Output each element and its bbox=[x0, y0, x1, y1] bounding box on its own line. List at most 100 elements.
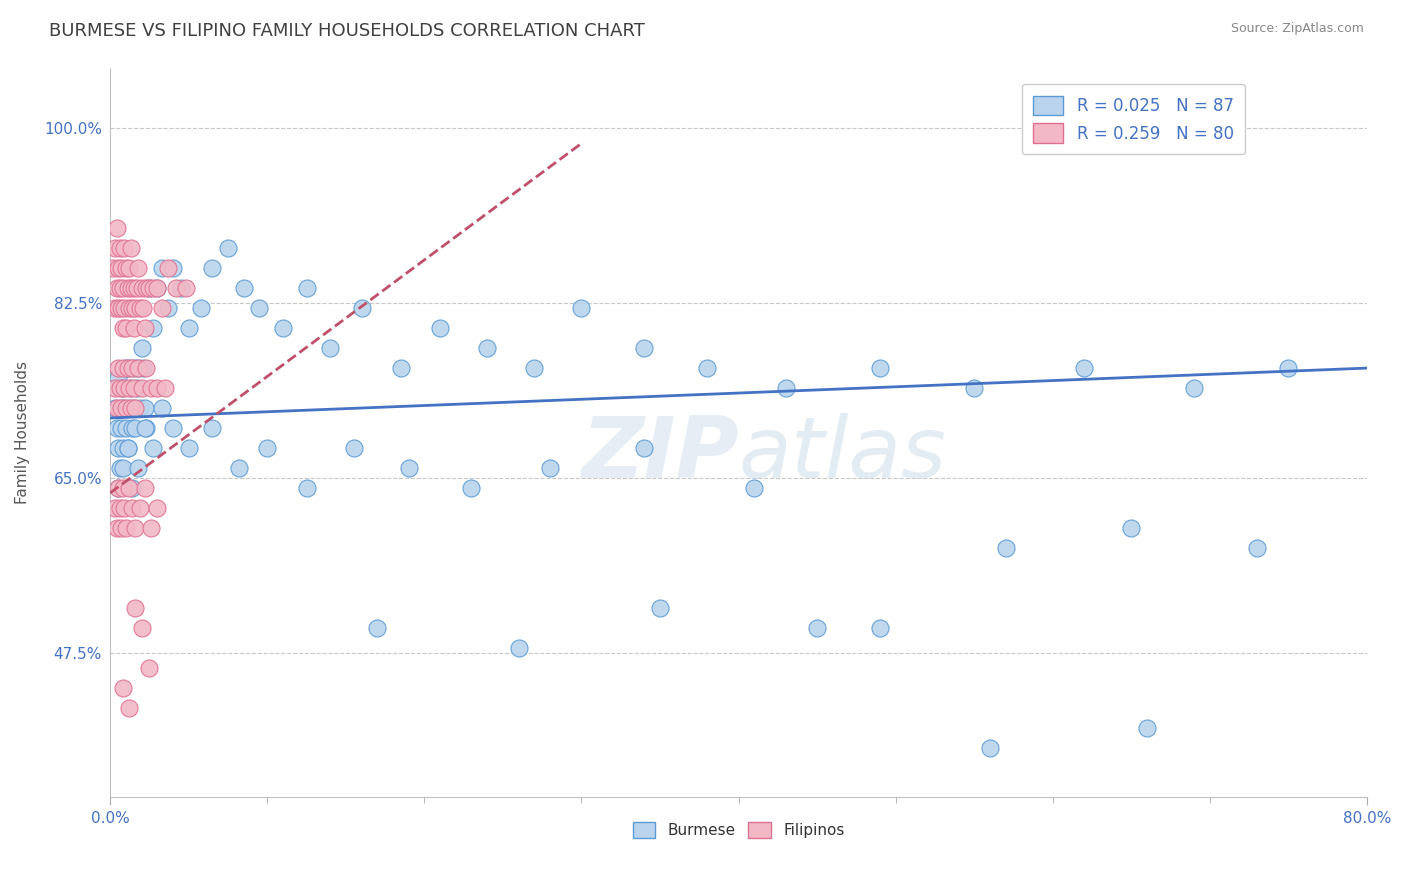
Point bbox=[124, 600, 146, 615]
Point bbox=[201, 261, 224, 276]
Point bbox=[146, 500, 169, 515]
Point bbox=[108, 241, 131, 255]
Point bbox=[157, 261, 180, 276]
Point bbox=[460, 481, 482, 495]
Point bbox=[129, 301, 152, 315]
Point bbox=[131, 621, 153, 635]
Point bbox=[108, 381, 131, 395]
Point bbox=[105, 401, 128, 415]
Point bbox=[508, 640, 530, 655]
Point bbox=[389, 361, 412, 376]
Point bbox=[146, 281, 169, 295]
Point bbox=[134, 401, 156, 415]
Point bbox=[110, 401, 132, 415]
Point bbox=[134, 421, 156, 435]
Point bbox=[177, 441, 200, 455]
Point bbox=[111, 461, 134, 475]
Point bbox=[107, 371, 129, 385]
Point bbox=[110, 521, 132, 535]
Point bbox=[129, 401, 152, 415]
Point bbox=[138, 281, 160, 295]
Text: ZIP: ZIP bbox=[581, 413, 738, 496]
Point bbox=[107, 481, 129, 495]
Point bbox=[105, 281, 128, 295]
Point bbox=[963, 381, 986, 395]
Point bbox=[633, 441, 655, 455]
Text: BURMESE VS FILIPINO FAMILY HOUSEHOLDS CORRELATION CHART: BURMESE VS FILIPINO FAMILY HOUSEHOLDS CO… bbox=[49, 22, 645, 40]
Point bbox=[117, 441, 139, 455]
Point bbox=[112, 301, 135, 315]
Point bbox=[115, 321, 138, 335]
Point bbox=[110, 261, 132, 276]
Point bbox=[104, 401, 127, 415]
Point bbox=[115, 261, 138, 276]
Point bbox=[134, 481, 156, 495]
Point bbox=[120, 401, 142, 415]
Point bbox=[994, 541, 1017, 555]
Point bbox=[107, 361, 129, 376]
Point bbox=[1136, 721, 1159, 735]
Point bbox=[112, 500, 135, 515]
Point bbox=[138, 281, 160, 295]
Point bbox=[162, 421, 184, 435]
Legend: Burmese, Filipinos: Burmese, Filipinos bbox=[627, 816, 851, 845]
Point bbox=[118, 401, 141, 415]
Point bbox=[111, 321, 134, 335]
Point bbox=[138, 660, 160, 674]
Point bbox=[103, 261, 125, 276]
Point bbox=[118, 481, 141, 495]
Point bbox=[295, 481, 318, 495]
Point bbox=[142, 321, 165, 335]
Point bbox=[107, 301, 129, 315]
Point bbox=[869, 621, 891, 635]
Point bbox=[170, 281, 193, 295]
Point bbox=[146, 281, 169, 295]
Point bbox=[115, 401, 138, 415]
Point bbox=[131, 341, 153, 355]
Point bbox=[523, 361, 546, 376]
Point bbox=[124, 401, 146, 415]
Point bbox=[108, 500, 131, 515]
Point bbox=[118, 261, 141, 276]
Point bbox=[112, 241, 135, 255]
Point bbox=[398, 461, 420, 475]
Point bbox=[742, 481, 765, 495]
Point bbox=[120, 381, 142, 395]
Point bbox=[107, 441, 129, 455]
Point bbox=[350, 301, 373, 315]
Point bbox=[118, 700, 141, 714]
Point bbox=[696, 361, 718, 376]
Point bbox=[105, 521, 128, 535]
Point bbox=[111, 441, 134, 455]
Point bbox=[157, 301, 180, 315]
Point bbox=[115, 521, 138, 535]
Point bbox=[124, 521, 146, 535]
Y-axis label: Family Households: Family Households bbox=[15, 361, 30, 505]
Point bbox=[343, 441, 366, 455]
Point bbox=[125, 381, 148, 395]
Point bbox=[571, 301, 593, 315]
Point bbox=[249, 301, 271, 315]
Point bbox=[122, 401, 145, 415]
Point bbox=[121, 301, 143, 315]
Point bbox=[111, 281, 134, 295]
Point bbox=[118, 301, 141, 315]
Point bbox=[150, 401, 173, 415]
Point bbox=[110, 301, 132, 315]
Point bbox=[104, 241, 127, 255]
Point bbox=[979, 740, 1001, 755]
Point bbox=[135, 421, 157, 435]
Point bbox=[162, 261, 184, 276]
Point bbox=[142, 281, 165, 295]
Point bbox=[121, 481, 143, 495]
Point bbox=[128, 361, 150, 376]
Point bbox=[122, 361, 145, 376]
Point bbox=[633, 341, 655, 355]
Point bbox=[271, 321, 294, 335]
Point bbox=[105, 421, 128, 435]
Point bbox=[104, 301, 127, 315]
Point bbox=[1073, 361, 1095, 376]
Point bbox=[111, 381, 134, 395]
Point bbox=[121, 361, 143, 376]
Point bbox=[110, 421, 132, 435]
